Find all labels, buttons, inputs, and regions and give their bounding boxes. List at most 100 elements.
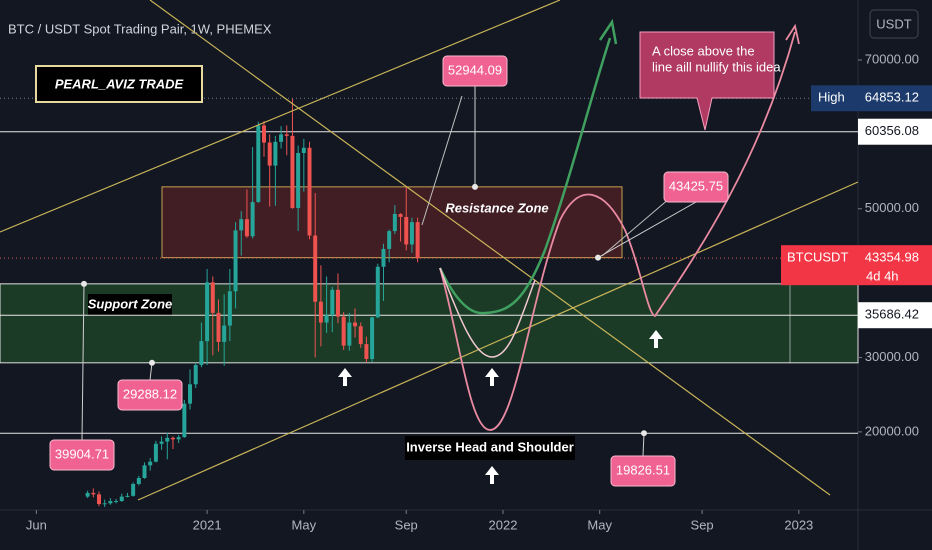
candle-body — [153, 443, 158, 462]
level-dot — [81, 280, 87, 287]
axes: 70000.00 50000.00 30000.00 20000.00 High 6485… — [26, 51, 932, 532]
candle-body — [165, 437, 170, 442]
zone-label: Resistance Zone — [445, 200, 548, 215]
trend-lines — [0, 0, 859, 501]
candle-body — [387, 231, 392, 249]
y-tick-label: 50000.00 — [865, 200, 919, 215]
candle-body — [148, 461, 153, 466]
level-dot — [149, 359, 155, 366]
price-tag-label: 64853.12 — [865, 90, 919, 105]
candle-body — [262, 125, 266, 143]
candle-body — [290, 135, 295, 209]
value-label-box — [442, 55, 508, 87]
candle-body — [176, 437, 181, 440]
candle-body — [205, 282, 210, 342]
price-tag — [858, 118, 932, 145]
candle-body — [324, 315, 329, 323]
pattern-label: Inverse Head and Shoulder — [406, 439, 574, 454]
candle-body — [398, 213, 403, 217]
candle-body — [170, 437, 175, 440]
up-arrow — [338, 368, 352, 386]
candle-body — [136, 478, 141, 484]
pointer-line — [601, 197, 671, 257]
note-callout — [639, 31, 775, 131]
trend-line — [0, 0, 561, 233]
note-line: A close above the — [652, 43, 755, 58]
value-label-box — [663, 171, 729, 203]
value-label-box — [49, 439, 115, 471]
candle-body — [102, 503, 107, 505]
candle-body — [364, 344, 369, 360]
chart-title: BTC / USDT Spot Trading Pair, 1W, PHEMEX — [8, 21, 272, 36]
arrow-head — [785, 23, 800, 45]
label-leader — [642, 433, 645, 457]
level-dot — [641, 430, 647, 437]
brand-box — [35, 65, 203, 103]
arrow-head — [598, 18, 618, 45]
trend-line — [137, 181, 859, 501]
value-label: 39904.71 — [55, 446, 109, 461]
candle-body — [370, 317, 375, 360]
zone — [161, 186, 623, 259]
candle-body — [358, 326, 363, 345]
label-leader — [597, 201, 697, 259]
candle-body — [256, 125, 261, 203]
candle-body — [375, 266, 380, 318]
value-label: 43425.75 — [669, 178, 723, 193]
candle-body — [279, 134, 284, 142]
projection-path — [439, 31, 796, 431]
level-dot — [595, 254, 601, 261]
price-tag-label: 35686.42 — [865, 307, 919, 322]
price-tag — [811, 85, 932, 112]
up-arrow — [649, 330, 663, 348]
candle-body — [250, 202, 255, 237]
candle-body — [210, 282, 215, 313]
x-tick-label: May — [587, 517, 612, 532]
candle-body — [182, 403, 187, 438]
candle-body — [244, 219, 249, 237]
candle-body — [347, 322, 352, 346]
x-tick-label: Sep — [691, 517, 714, 532]
trend-line — [149, 0, 831, 496]
candle-body — [193, 364, 198, 385]
candle-body — [159, 441, 164, 444]
y-tick-label: 20000.00 — [865, 423, 919, 438]
price-tag-label: 60356.08 — [865, 123, 919, 138]
candle-body — [199, 341, 204, 365]
candle-body — [404, 216, 409, 245]
x-tick-label: Jun — [26, 517, 47, 532]
price-tag-name: BTCUSDT — [787, 250, 848, 265]
candle-body — [91, 492, 96, 495]
up-arrows — [338, 330, 663, 484]
countdown: 4d 4h — [866, 269, 899, 284]
candle-body — [273, 141, 278, 166]
candle-body — [188, 384, 193, 404]
price-tag — [781, 245, 932, 286]
candle-body — [227, 291, 232, 326]
candle-body — [335, 289, 340, 317]
value-label-box — [117, 379, 183, 411]
x-tick-label: May — [292, 517, 317, 532]
price-tag-label: 43354.98 — [865, 250, 919, 265]
candle-body — [119, 496, 124, 502]
candle-body — [125, 495, 130, 497]
note-line: line aill nullify this idea — [652, 59, 781, 74]
candle-body — [142, 465, 147, 479]
candle-body — [239, 219, 244, 231]
candle-body — [307, 147, 312, 236]
x-tick-label: 2021 — [193, 517, 222, 532]
candle-body — [296, 152, 301, 209]
candle-body — [415, 222, 420, 258]
candle-body — [392, 213, 397, 232]
candle-body — [267, 142, 272, 166]
pointer-line — [421, 95, 463, 226]
currency-box — [869, 9, 919, 39]
candle-body — [409, 222, 414, 245]
candle-body — [85, 492, 90, 497]
candle-body — [330, 289, 335, 316]
candle-body — [233, 230, 238, 292]
value-label: 29288.12 — [123, 386, 177, 401]
price-tag — [858, 302, 932, 329]
pattern-label-bg — [405, 436, 575, 460]
